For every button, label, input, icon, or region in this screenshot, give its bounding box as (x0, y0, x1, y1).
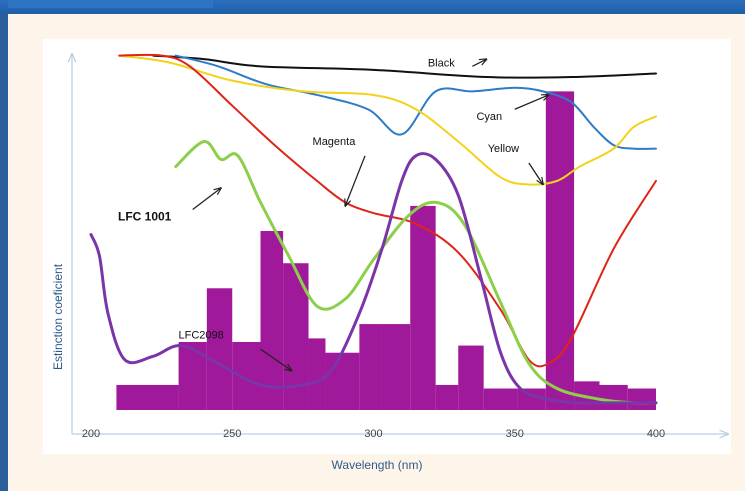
bar-12 (458, 345, 484, 410)
bar-3 (232, 341, 261, 410)
annotation-yellow-label: Yellow (488, 143, 519, 155)
bar-15 (545, 91, 575, 410)
x-tick-250: 250 (223, 428, 241, 440)
bar-10 (410, 205, 436, 410)
series-cyan-line (174, 54, 657, 150)
annotation-cyan-arrow (514, 95, 549, 110)
annotation-black-arrow (472, 59, 486, 67)
bar-13 (483, 388, 518, 410)
annotation-cyan-label: Cyan (476, 111, 502, 123)
annotation-magenta-label: Magenta (313, 136, 357, 148)
annotation-lfc1001-arrow (192, 188, 221, 211)
x-axis-title: Wavelength (nm) (332, 458, 423, 472)
series-lfc2098-line (89, 152, 658, 405)
x-tick-200: 200 (82, 428, 100, 440)
series-annotations: Black Cyan Magenta Yellow LFC 1001 LFC2098 (118, 57, 549, 370)
absorption-chart: 200 250 300 350 400 Black Cyan Magenta Yellow LF… (43, 39, 731, 472)
series-black-line (152, 54, 657, 79)
annotation-black-label: Black (428, 57, 455, 69)
annotation-lfc2098-label: LFC2098 (179, 329, 224, 341)
x-tick-labels: 200 250 300 350 400 (82, 428, 665, 440)
bar-1 (178, 341, 207, 410)
bar-7 (325, 352, 360, 410)
slide-top-bar (0, 0, 745, 14)
bar-2 (206, 288, 233, 410)
y-axis-title: Estinction coeficient (51, 263, 65, 370)
slide-left-strip (0, 14, 8, 491)
bar-0 (116, 384, 179, 410)
bar-9 (381, 324, 411, 410)
bar-4 (260, 231, 284, 410)
annotation-lfc1001-label: LFC 1001 (118, 209, 172, 223)
bar-6 (308, 338, 326, 410)
line-series (89, 53, 658, 405)
series-yellow-line (118, 54, 657, 186)
bar-17 (599, 384, 628, 410)
annotation-yellow-arrow (528, 162, 543, 184)
x-tick-300: 300 (364, 428, 382, 440)
x-tick-350: 350 (506, 428, 524, 440)
bar-18 (627, 388, 656, 410)
bar-11 (435, 384, 459, 410)
series-lfc-1001-line (174, 140, 658, 405)
annotation-lfc2098-arrow (260, 348, 292, 370)
bar-14 (517, 388, 546, 410)
annotation-magenta-arrow (345, 155, 366, 206)
slide-title-fragment (8, 0, 213, 8)
bar-8 (359, 324, 382, 410)
x-tick-400: 400 (647, 428, 665, 440)
